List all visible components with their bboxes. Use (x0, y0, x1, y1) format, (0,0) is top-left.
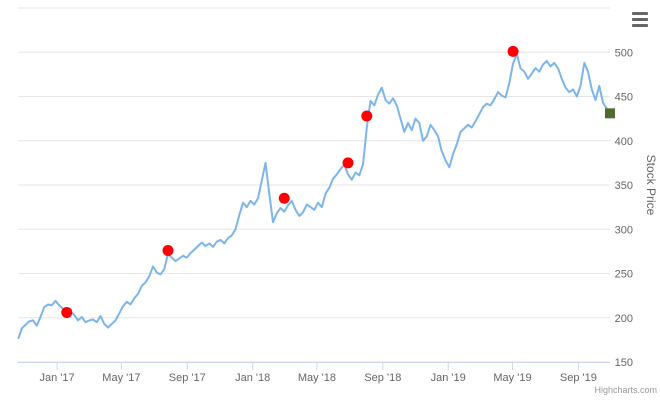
event-marker[interactable] (342, 157, 354, 169)
x-tick-label: Jan '18 (235, 372, 270, 384)
x-axis: Jan '17 May '17 Sep '17 Jan '18 May '18 Sep '… (18, 362, 610, 384)
event-marker[interactable] (278, 192, 290, 204)
x-tick-label: Sep '19 (560, 372, 597, 384)
x-tick-label: May '17 (102, 372, 140, 384)
event-marker[interactable] (61, 306, 73, 318)
credits-link[interactable]: Highcharts.com (594, 385, 657, 395)
chart-menu-button[interactable] (632, 12, 648, 27)
y-tick-label: 450 (615, 92, 633, 104)
y-tick-label: 400 (615, 136, 633, 148)
x-tick-label: May '19 (493, 372, 531, 384)
y-axis: 150 200 250 300 350 400 450 500 (615, 47, 633, 369)
x-tick-label: Sep '18 (364, 372, 401, 384)
x-tick-label: Jan '17 (40, 372, 75, 384)
marker-layer (61, 45, 615, 318)
x-tick-label: Sep '17 (169, 372, 206, 384)
y-tick-label: 300 (615, 224, 633, 236)
y-tick-label: 150 (615, 357, 633, 369)
series-layer (17, 53, 610, 340)
y-tick-label: 250 (615, 269, 633, 281)
event-marker[interactable] (507, 45, 519, 57)
y-tick-label: 350 (615, 180, 633, 192)
last-price-marker[interactable] (605, 108, 615, 119)
y-tick-label: 500 (615, 47, 633, 59)
event-marker[interactable] (162, 244, 174, 256)
y-axis-title: Stock Price (644, 155, 658, 216)
gridlines (18, 7, 610, 363)
hamburger-menu-icon[interactable] (632, 12, 648, 27)
event-marker[interactable] (361, 110, 373, 122)
x-tick-label: May '18 (298, 372, 336, 384)
x-tick-label: Jan '19 (431, 372, 466, 384)
stock-price-series-line (17, 53, 610, 340)
y-tick-label: 200 (615, 313, 633, 325)
